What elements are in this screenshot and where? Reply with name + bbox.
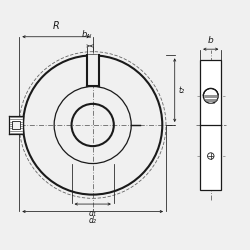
Bar [87,56,99,86]
Text: $b_N$: $b_N$ [82,29,93,42]
Bar [12,121,20,129]
Bar [10,116,23,134]
Text: R: R [53,21,60,31]
Circle shape [208,153,214,159]
Text: b: b [208,36,214,45]
Text: d₁: d₁ [89,208,96,218]
Bar [86,56,99,86]
Circle shape [203,88,218,103]
Text: t₂: t₂ [178,86,184,95]
Bar [200,60,221,190]
Text: d₂: d₂ [89,216,96,225]
